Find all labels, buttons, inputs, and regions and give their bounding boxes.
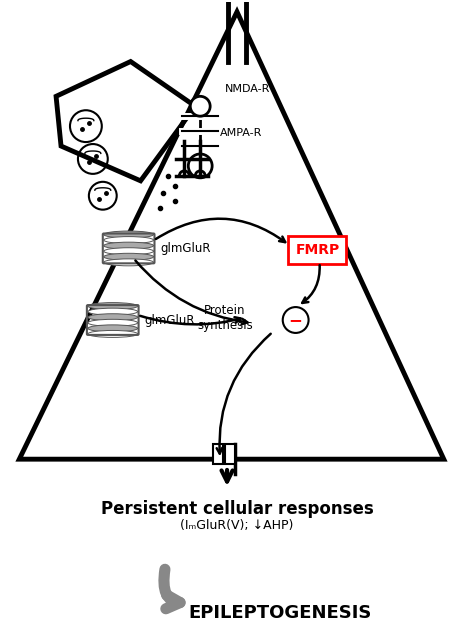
Ellipse shape: [88, 325, 137, 332]
Text: glmGluR: glmGluR: [145, 313, 195, 326]
FancyBboxPatch shape: [288, 237, 346, 264]
Text: Persistent cellular responses: Persistent cellular responses: [100, 500, 374, 518]
Text: EPILEPTOGENESIS: EPILEPTOGENESIS: [188, 604, 372, 622]
Text: NMDA-R: NMDA-R: [225, 85, 271, 94]
Ellipse shape: [104, 253, 154, 260]
Circle shape: [188, 154, 212, 178]
Ellipse shape: [88, 313, 137, 320]
Circle shape: [283, 307, 309, 333]
Text: Protein
synthesis: Protein synthesis: [197, 304, 253, 332]
Circle shape: [190, 96, 210, 116]
Bar: [225, 444, 235, 464]
Ellipse shape: [104, 231, 154, 238]
FancyArrowPatch shape: [164, 569, 180, 609]
Text: (IₘGluR(V); ↓AHP): (IₘGluR(V); ↓AHP): [180, 519, 294, 532]
Text: −: −: [289, 311, 302, 329]
Ellipse shape: [88, 331, 137, 337]
Bar: [213, 444, 223, 464]
Ellipse shape: [88, 303, 137, 310]
Ellipse shape: [88, 308, 137, 315]
Text: FMRP: FMRP: [295, 244, 340, 258]
Ellipse shape: [104, 237, 154, 244]
Ellipse shape: [104, 259, 154, 266]
Ellipse shape: [104, 242, 154, 249]
Ellipse shape: [104, 247, 154, 254]
Text: AMPA-R: AMPA-R: [220, 128, 263, 138]
Text: glmGluR: glmGluR: [161, 242, 211, 255]
Ellipse shape: [88, 319, 137, 326]
